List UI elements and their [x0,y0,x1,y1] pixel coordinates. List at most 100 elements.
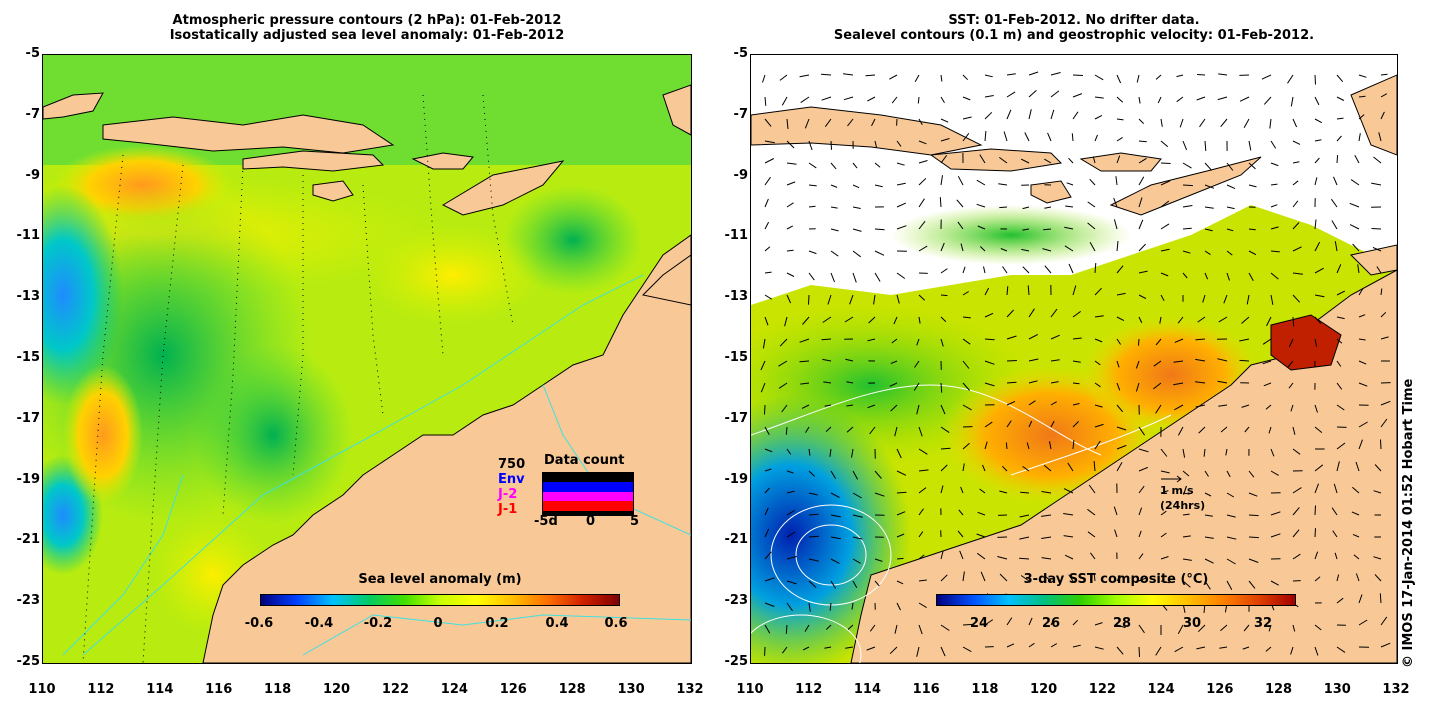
velocity-arrow [1093,461,1096,472]
velocity-arrow [800,96,810,104]
velocity-arrow [1226,470,1231,478]
velocity-arrow [764,577,775,582]
velocity-arrow [1006,73,1016,76]
velocity-arrow [847,118,854,127]
velocity-arrow [1019,557,1030,560]
velocity-arrow [918,160,928,164]
velocity-arrow [1027,285,1030,296]
velocity-arrow [940,118,949,123]
velocity-arrow [1292,140,1301,145]
velocity-arrow [984,287,990,296]
velocity-arrow [830,162,837,170]
velocity-arrow [1198,426,1206,434]
latitude-tick-label: -17 [16,410,41,426]
velocity-arrow [916,646,920,657]
velocity-arrow [1138,426,1146,436]
velocity-arrow [1072,644,1081,648]
velocity-arrow [891,96,898,104]
velocity-arrow [1269,118,1272,129]
velocity-arrow [962,316,971,319]
longitude-tick-label: 120 [322,682,351,697]
velocity-arrow [1072,74,1083,76]
velocity-arrow [1160,510,1167,516]
velocity-arrow [852,492,862,499]
latitude-tick-label: -21 [16,532,41,548]
right-map-title: SST: 01-Feb-2012. No drifter data. Seale… [833,13,1315,43]
velocity-arrow [1226,162,1234,171]
velocity-arrow [1049,441,1052,450]
velocity-arrow [1138,294,1147,299]
velocity-arrow [1028,380,1038,384]
velocity-arrow [1203,448,1206,457]
velocity-arrow [1358,74,1367,78]
velocity-arrow [1226,184,1236,190]
velocity-arrow [781,404,788,413]
velocity-arrow [830,250,839,257]
longitude-tick-label: 112 [87,682,115,697]
velocity-arrow [1334,552,1338,560]
velocity-arrow [1092,156,1096,164]
latitude-tick-label: -17 [724,410,749,426]
velocity-arrow [871,118,876,127]
velocity-arrow [918,426,923,437]
velocity-arrow [1116,241,1119,252]
velocity-arrow [984,312,994,318]
velocity-arrow [808,205,816,208]
latitude-tick-label: -11 [724,228,749,244]
velocity-arrow [959,550,964,560]
velocity-arrow [1174,646,1184,653]
velocity-arrow [1314,96,1320,106]
velocity-arrow [940,175,943,186]
velocity-arrow [1358,421,1368,428]
latitude-tick-label: -25 [724,654,749,669]
velocity-arrow [1028,400,1036,406]
velocity-arrow [893,316,898,325]
velocity-arrow [1182,250,1191,254]
velocity-arrow [1179,118,1184,128]
velocity-arrow [1006,643,1015,648]
velocity-arrow [764,176,771,186]
velocity-arrow [1376,266,1382,274]
velocity-arrow [1065,205,1074,208]
velocity-arrow [958,509,964,516]
velocity-arrow [1028,358,1039,362]
velocity-arrow [1336,135,1342,142]
velocity-arrow [1116,136,1123,142]
velocity-arrow [874,228,885,231]
velocity-arrow [1050,643,1058,648]
velocity-arrow [1270,204,1278,208]
velocity-arrow [1373,556,1382,560]
velocity-arrow [1063,513,1074,516]
velocity-arrow [1087,531,1096,538]
velocity-arrow [914,360,920,368]
velocity-arrow [1138,316,1143,324]
velocity-arrow [1028,420,1033,428]
velocity-arrow [785,624,788,634]
velocity-arrow [778,360,788,367]
sst-tick: 32 [1253,616,1273,631]
velocity-arrow [1195,338,1206,341]
velocity-arrow [1020,158,1030,164]
velocity-arrow [976,533,986,538]
velocity-arrow [786,118,789,129]
velocity-arrow [845,358,854,362]
velocity-arrow [1114,529,1118,538]
velocity-arrow [1028,308,1035,318]
data-count-xtick-5: 5 [630,514,640,529]
velocity-arrow [1094,134,1098,142]
velocity-arrow [1042,248,1052,252]
velocity-arrow [962,266,966,274]
velocity-arrow [1068,263,1074,274]
velocity-arrow [825,426,832,432]
velocity-arrow [1270,533,1281,538]
velocity-arrow [1330,198,1338,208]
velocity-arrow [1021,248,1030,252]
velocity-arrow [1160,556,1169,560]
velocity-arrow [778,382,788,389]
velocity-arrow [1071,133,1074,142]
velocity-arrow [1094,404,1103,408]
velocity-arrow [984,360,995,365]
velocity-arrow [1239,96,1250,102]
latitude-tick-label: -13 [724,289,749,305]
velocity-arrow [1292,200,1299,208]
